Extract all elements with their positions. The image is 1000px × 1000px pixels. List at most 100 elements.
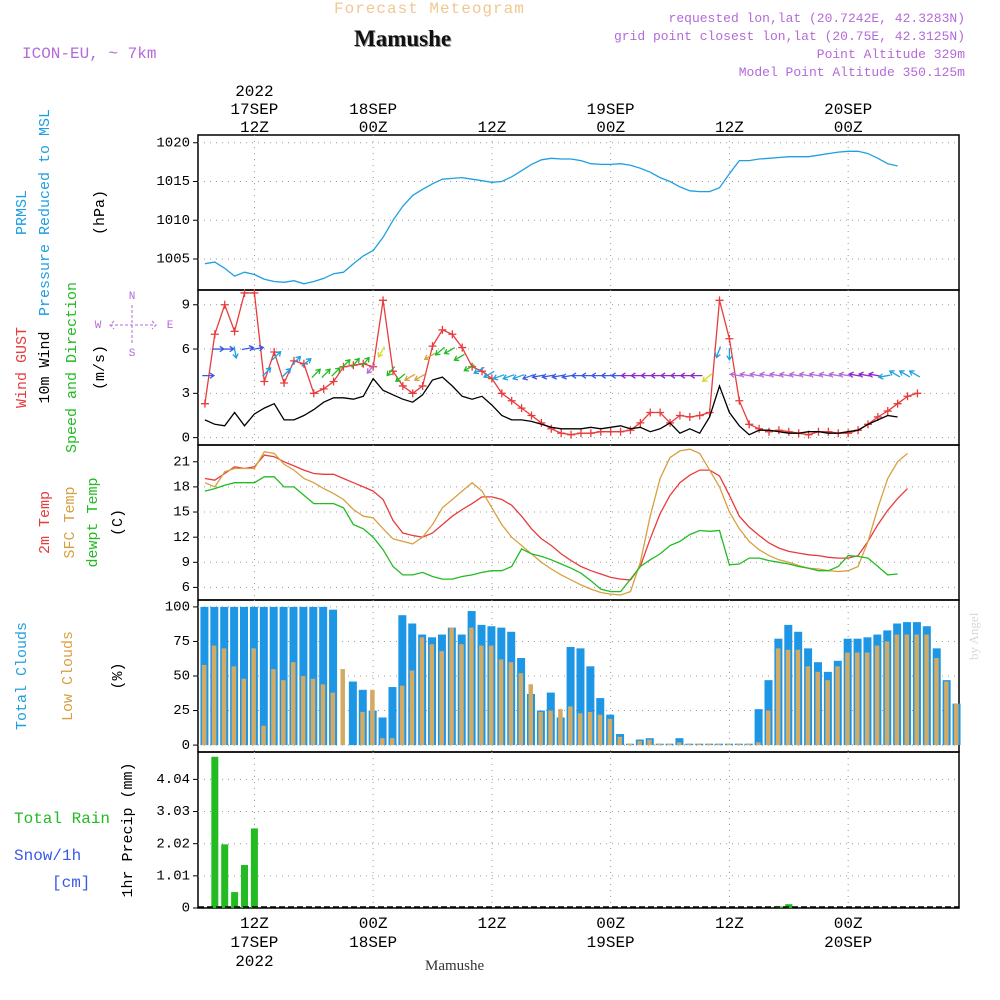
panel-label-wind: Wind GUST	[14, 327, 31, 408]
ytick-label-precip: 3.03	[156, 804, 190, 820]
gust-marker	[626, 426, 635, 435]
gust-marker	[497, 389, 506, 398]
panel-label-temp: dewpt Temp	[85, 477, 102, 567]
ytick-label-pressure: 1015	[156, 174, 190, 190]
low-cloud-bar	[944, 681, 949, 746]
low-cloud-bar	[835, 666, 840, 746]
ytick-label-clouds: 25	[173, 703, 190, 719]
low-cloud-bar	[795, 649, 801, 746]
low-cloud-bar	[587, 711, 593, 746]
wind-direction-arrow	[232, 346, 239, 360]
gust-marker	[210, 330, 219, 339]
ytick-label-clouds: 75	[173, 634, 190, 650]
low-cloud-bar	[211, 645, 217, 746]
low-cloud-bar	[904, 634, 910, 746]
gust-marker	[260, 377, 269, 386]
top-time-label: 2022	[235, 83, 273, 101]
wind-direction-arrow	[551, 373, 564, 380]
gust-marker	[774, 426, 783, 435]
wind-direction-arrow	[828, 371, 842, 378]
rain-bar	[221, 844, 229, 908]
panel-label-wind: Speed and Direction	[64, 282, 81, 453]
gust-marker	[715, 296, 724, 305]
compass-e: E	[167, 320, 174, 332]
gust-marker	[636, 418, 645, 427]
gust-marker	[458, 343, 467, 352]
low-cloud-bar	[577, 713, 583, 746]
wind-direction-arrow	[788, 371, 802, 378]
wind-direction-arrow	[222, 345, 235, 353]
rain-bar	[241, 865, 249, 908]
total-cloud-bar	[259, 606, 268, 746]
ytick-label-wind: 0	[182, 430, 190, 446]
low-cloud-bar	[340, 669, 345, 746]
low-cloud-bar	[874, 645, 880, 746]
requested-lonlat: requested lon,lat (20.7242E, 42.3283N)	[668, 11, 965, 26]
low-cloud-bar	[498, 659, 504, 746]
low-cloud-bar	[676, 742, 682, 746]
wind-direction-arrow	[714, 346, 722, 359]
wind-direction-arrow	[423, 352, 436, 361]
low-cloud-bar	[864, 652, 870, 746]
wind-direction-arrow	[241, 344, 255, 352]
total-cloud-bar	[240, 606, 249, 746]
low-cloud-bar	[528, 684, 533, 746]
compass-n: N	[129, 291, 136, 303]
low-cloud-bar	[568, 706, 573, 746]
low-cloud-bar	[924, 634, 929, 746]
low-cloud-bar	[726, 743, 731, 746]
low-cloud-bar	[469, 627, 474, 746]
total-cloud-bar	[388, 687, 397, 746]
gust-marker	[646, 408, 655, 417]
bottom-time-label: 12Z	[715, 915, 744, 933]
wind-direction-arrow	[749, 371, 762, 378]
low-cloud-bar	[736, 743, 741, 746]
gust-marker	[428, 342, 437, 351]
low-cloud-bar	[914, 634, 919, 746]
ytick-label-temp: 15	[173, 505, 190, 521]
gust-marker	[576, 429, 585, 438]
ytick-label-precip: 0	[182, 901, 190, 917]
wind-direction-arrow	[867, 371, 881, 378]
model-point-altitude: Model Point Altitude 350.125m	[738, 65, 965, 80]
low-cloud-bar	[290, 662, 296, 746]
gust-marker	[507, 396, 516, 405]
wind-direction-arrow	[838, 371, 851, 378]
chart-title: Forecast Meteogram	[334, 0, 525, 18]
gust-marker	[883, 407, 892, 416]
gust-marker	[329, 377, 338, 386]
low-cloud-bar	[617, 736, 623, 746]
ytick-label-temp: 9	[182, 555, 190, 571]
gust-marker	[675, 411, 684, 420]
total-cloud-bar	[754, 709, 763, 746]
gust-marker	[893, 399, 902, 408]
wind-direction-arrow	[443, 347, 455, 355]
gust-marker	[527, 411, 536, 420]
top-time-label: 20SEP	[824, 101, 872, 119]
total-cloud-bar	[378, 717, 387, 746]
low-cloud-bar	[439, 651, 444, 746]
bottom-time-label: 00Z	[596, 915, 625, 933]
model-label: ICON-EU, ~ 7km	[22, 45, 157, 63]
low-cloud-bar	[399, 685, 405, 746]
ytick-label-pressure: 1005	[156, 252, 190, 268]
panel-label-precip: 1hr Precip (mm)	[120, 762, 137, 897]
wind-direction-arrow	[689, 372, 703, 379]
gust-marker	[784, 427, 793, 436]
low-cloud-bar	[607, 718, 613, 746]
panel-frame-temp	[197, 444, 960, 601]
gust-marker	[695, 411, 704, 420]
gust-marker	[685, 412, 694, 421]
bottom-time-label: 12Z	[240, 915, 269, 933]
panel-label-clouds: (%)	[110, 662, 127, 689]
low-cloud-bar	[805, 666, 811, 746]
low-cloud-bar	[271, 669, 276, 746]
station-name: Mamushe	[354, 26, 452, 51]
wind-direction-arrow	[898, 370, 911, 378]
low-cloud-bar	[756, 742, 761, 746]
series-line-temp-1	[204, 448, 908, 596]
bottom-time-label: 2022	[235, 953, 273, 971]
low-cloud-bar	[894, 634, 900, 746]
wind-direction-arrow	[434, 346, 445, 356]
series-line-pressure-0	[204, 150, 898, 285]
